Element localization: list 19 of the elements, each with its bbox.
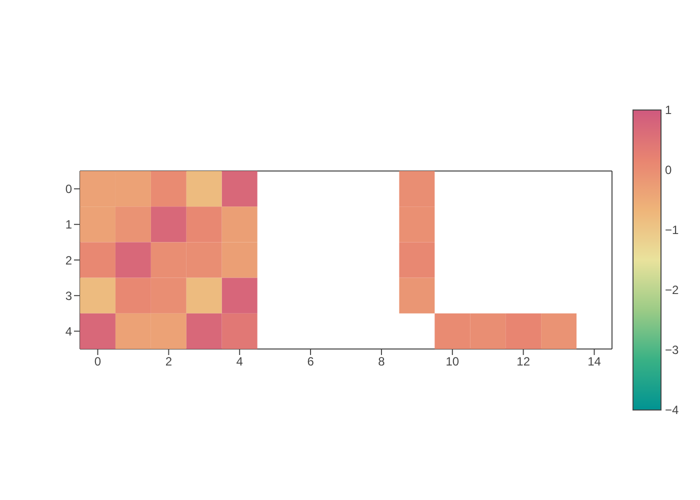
- x-tick-label: 10: [446, 354, 460, 369]
- x-tick-label: 14: [588, 354, 602, 369]
- color-bar-label: −1: [665, 223, 680, 237]
- x-tick-label: 0: [94, 354, 102, 369]
- y-tick-label: 2: [65, 253, 72, 268]
- x-tick-label: 2: [165, 354, 172, 369]
- x-tick-label: 8: [378, 354, 386, 369]
- color-bar-label: −4: [665, 403, 680, 417]
- x-tick-label: 12: [516, 354, 530, 369]
- y-tick-label: 3: [65, 288, 72, 303]
- color-bar-label: 0: [665, 163, 672, 177]
- x-tick-label: 4: [236, 354, 244, 369]
- y-tick-label: 1: [65, 218, 72, 232]
- y-tick-label: 0: [65, 182, 72, 196]
- color-bar-label: 1: [665, 103, 672, 117]
- color-bar-label: −2: [665, 283, 680, 297]
- color-bar-label: −3: [665, 343, 680, 357]
- y-tick-label: 4: [65, 324, 72, 338]
- x-tick-label: 6: [307, 354, 314, 369]
